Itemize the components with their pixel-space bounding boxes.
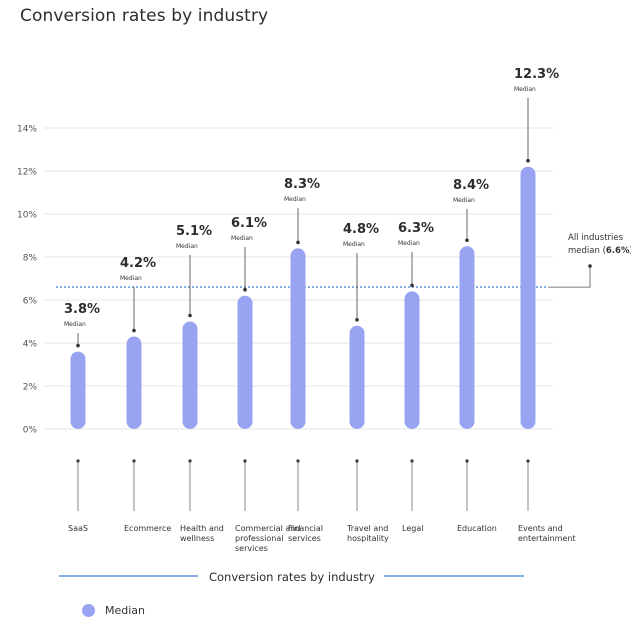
data-label-sublabel: Median bbox=[284, 196, 306, 203]
data-label: 3.8% bbox=[64, 302, 100, 317]
data-label: 5.1% bbox=[176, 224, 212, 239]
data-label-dot bbox=[188, 313, 192, 318]
x-tick-label: Commercial and professional services bbox=[235, 524, 300, 553]
reference-label-value: median (6.6%) bbox=[568, 246, 631, 256]
page-title: Conversion rates by industry bbox=[20, 6, 269, 26]
footer-title-group: Conversion rates by industry bbox=[59, 570, 524, 584]
bar bbox=[237, 295, 253, 429]
data-label: 8.4% bbox=[453, 178, 489, 193]
y-tick-label: 0% bbox=[23, 426, 38, 436]
reference-leader-line bbox=[548, 266, 591, 288]
y-tick-label: 8% bbox=[23, 254, 38, 264]
data-label-sublabel: Median bbox=[398, 240, 420, 247]
x-tick-label: Ecommerce bbox=[124, 524, 171, 533]
y-tick-label: 14% bbox=[17, 125, 37, 135]
bar bbox=[459, 246, 475, 429]
data-label-sublabel: Median bbox=[231, 235, 253, 242]
data-label-dot bbox=[526, 158, 530, 163]
reference-leader-dot bbox=[588, 264, 592, 268]
bars-group bbox=[70, 166, 536, 429]
data-label-sublabel: Median bbox=[64, 321, 86, 328]
bar bbox=[70, 351, 86, 429]
data-label-dot bbox=[76, 343, 80, 348]
data-label-sublabel: Median bbox=[343, 241, 365, 248]
data-label-sublabel: Median bbox=[453, 197, 475, 204]
data-label: 6.1% bbox=[231, 216, 267, 231]
x-tick-label: Health and wellness bbox=[180, 524, 224, 543]
legend-label-median: Median bbox=[105, 604, 146, 617]
category-labels-group: SaaS Ecommerce Health and wellness Commercia… bbox=[68, 459, 576, 553]
x-tick-label: Education bbox=[457, 524, 497, 533]
data-label: 4.8% bbox=[343, 222, 379, 237]
data-labels-group: 3.8% Median 4.2% Median 5.1% Median 6.1% Median… bbox=[64, 67, 559, 348]
bar bbox=[290, 248, 306, 429]
data-label-dot bbox=[410, 283, 414, 288]
data-label-dot bbox=[296, 240, 300, 245]
data-label: 12.3% bbox=[514, 67, 559, 82]
legend: Median bbox=[82, 604, 145, 617]
data-label: 4.2% bbox=[120, 256, 156, 271]
reference-label: All industries bbox=[568, 233, 624, 243]
data-label: 6.3% bbox=[398, 221, 434, 236]
x-tick-label: SaaS bbox=[68, 524, 88, 533]
bar bbox=[349, 325, 365, 429]
data-label-sublabel: Median bbox=[176, 243, 198, 250]
x-tick-label: Travel and hospitality bbox=[346, 524, 389, 543]
x-tick-label: Events and entertainment bbox=[518, 524, 576, 543]
legend-swatch-median bbox=[82, 604, 95, 617]
data-label-dot bbox=[355, 318, 359, 322]
x-tick-label: Financial services bbox=[288, 524, 323, 543]
bar bbox=[520, 166, 536, 429]
data-label-dot bbox=[465, 238, 469, 243]
bar bbox=[182, 321, 198, 429]
footer-title: Conversion rates by industry bbox=[209, 570, 375, 584]
y-tick-label: 10% bbox=[17, 211, 37, 221]
data-label-dot bbox=[243, 287, 247, 292]
y-axis: 0% 2% 4% 6% 8% 10% 12% 14% bbox=[17, 125, 37, 436]
data-label-sublabel: Median bbox=[120, 275, 142, 282]
x-tick-label: Legal bbox=[402, 524, 423, 533]
data-label: 8.3% bbox=[284, 177, 320, 192]
data-label-sublabel: Median bbox=[514, 86, 536, 93]
y-tick-label: 2% bbox=[23, 383, 38, 393]
bar bbox=[404, 291, 420, 429]
y-tick-label: 4% bbox=[23, 340, 38, 350]
data-label-dot bbox=[132, 328, 136, 333]
y-tick-label: 12% bbox=[17, 168, 37, 178]
y-tick-label: 6% bbox=[23, 297, 38, 307]
bar bbox=[126, 336, 142, 429]
